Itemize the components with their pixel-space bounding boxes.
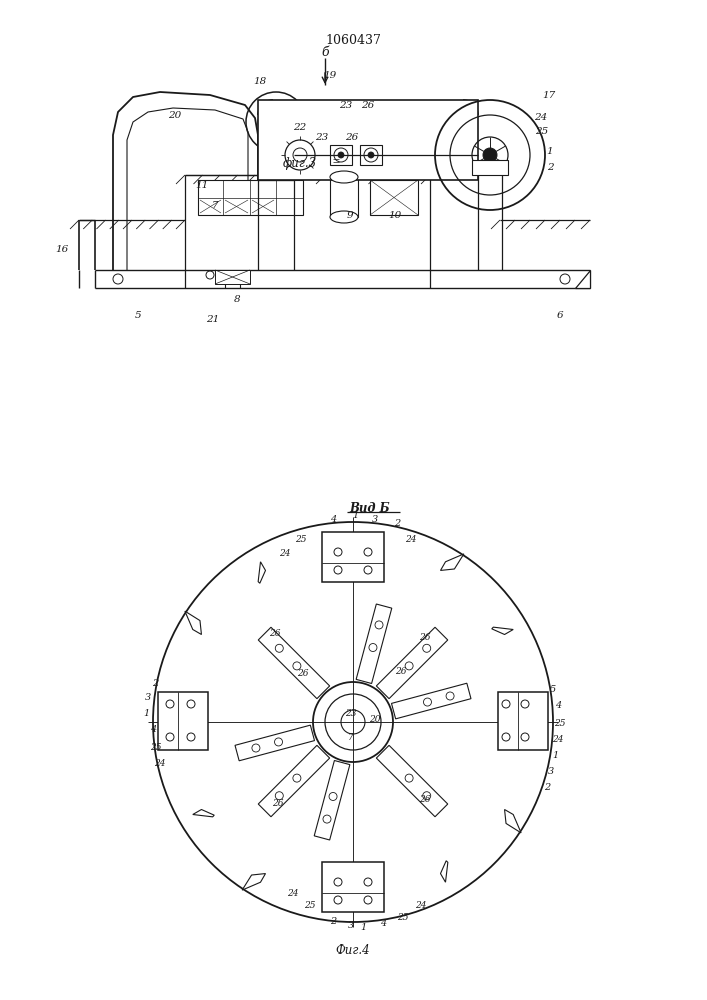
Text: Вид Б: Вид Б [350,502,390,514]
Text: 26: 26 [346,133,358,142]
Text: 1060437: 1060437 [325,33,381,46]
Text: 2: 2 [394,520,400,528]
Text: Фиг.4: Фиг.4 [336,944,370,956]
Bar [370,180,418,215]
Text: 23: 23 [315,133,329,142]
Polygon shape [376,627,448,699]
Polygon shape [575,270,590,288]
Polygon shape [440,861,448,882]
Text: 5: 5 [550,686,556,694]
Text: фиг.3: фиг.3 [283,156,317,169]
Text: 3: 3 [372,514,378,524]
Text: 23: 23 [339,101,353,109]
Text: 11: 11 [195,180,209,190]
Text: 25: 25 [304,900,316,910]
Text: 7: 7 [348,734,354,742]
Polygon shape [492,627,513,635]
Bar [322,862,384,912]
Text: 21: 21 [206,316,220,324]
Text: 26: 26 [269,630,281,639]
Polygon shape [392,683,471,719]
Text: 1: 1 [547,147,554,156]
Bar [360,145,382,165]
Bar [498,692,548,750]
Text: 9: 9 [346,211,354,220]
Text: 25: 25 [554,720,566,728]
Text: 24: 24 [287,890,299,898]
Polygon shape [193,810,214,817]
Text: 25: 25 [296,534,307,544]
Text: 24: 24 [405,534,416,544]
Polygon shape [440,554,464,570]
Bar [215,270,250,284]
Text: 26: 26 [361,101,375,109]
Text: 2: 2 [330,918,336,926]
Text: 24: 24 [552,736,563,744]
Polygon shape [258,745,329,817]
Text: 25: 25 [397,914,409,922]
Text: 20: 20 [168,110,182,119]
Text: 16: 16 [55,245,69,254]
Text: 4: 4 [380,920,386,928]
Text: 17: 17 [542,91,556,100]
Text: 3: 3 [145,694,151,702]
Text: 6: 6 [556,310,563,320]
Text: 3: 3 [348,922,354,930]
Polygon shape [258,152,294,180]
Polygon shape [376,745,448,817]
Text: 25: 25 [535,127,549,136]
Circle shape [483,148,497,162]
Polygon shape [356,604,392,684]
Text: 26: 26 [419,633,431,642]
Text: 4: 4 [330,516,336,524]
Text: 1: 1 [360,922,366,932]
Ellipse shape [330,211,358,223]
Text: 26: 26 [395,668,407,676]
Text: 20: 20 [369,714,381,724]
Text: 24: 24 [154,760,165,768]
Polygon shape [314,760,350,840]
Text: 10: 10 [388,211,402,220]
Polygon shape [242,874,266,890]
Circle shape [338,152,344,158]
Text: 7: 7 [211,200,218,210]
Bar [158,692,208,750]
Bar [198,180,303,215]
Text: 2: 2 [152,680,158,688]
Text: 2: 2 [544,784,550,792]
Text: 1: 1 [552,752,558,760]
Ellipse shape [330,171,358,183]
Bar [258,100,478,180]
Text: 1: 1 [143,710,149,718]
Text: б: б [321,45,329,58]
Text: 1: 1 [352,512,358,520]
Text: 3: 3 [548,768,554,776]
Text: 24: 24 [415,900,427,910]
Polygon shape [258,627,329,699]
Text: 26: 26 [297,670,309,678]
Text: 8: 8 [234,296,240,304]
Bar [330,177,358,217]
Text: 4: 4 [150,726,156,734]
Text: 5: 5 [135,310,141,320]
Bar [322,532,384,582]
Text: 2: 2 [547,163,554,172]
Text: 23: 23 [345,710,357,718]
Text: 18: 18 [253,78,267,87]
Text: 22: 22 [293,123,307,132]
Text: 25: 25 [151,742,162,752]
Circle shape [368,152,374,158]
Bar [330,145,352,165]
Polygon shape [235,725,315,761]
Text: 26: 26 [419,796,431,804]
Text: 4: 4 [555,702,561,710]
Polygon shape [258,562,266,583]
Polygon shape [185,611,201,635]
Text: 19: 19 [323,70,337,80]
Bar [472,160,508,175]
Text: 26: 26 [272,800,284,808]
Text: 24: 24 [534,112,548,121]
Text: 24: 24 [279,550,291,558]
Polygon shape [505,810,521,833]
